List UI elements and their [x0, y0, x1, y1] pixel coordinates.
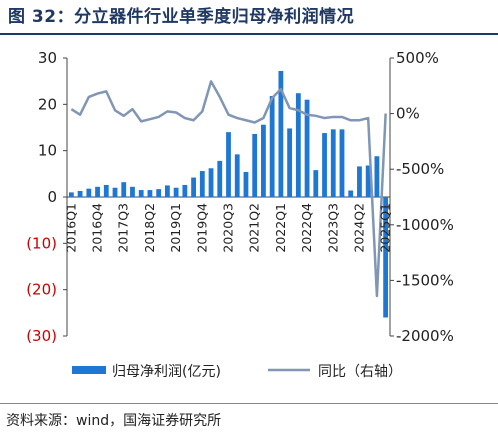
bar-2023Q1 [313, 170, 319, 197]
bar-2021Q2 [252, 133, 258, 197]
legend-bar-swatch [72, 366, 106, 374]
right-tick-label: -500% [396, 160, 444, 178]
x-tick-label: 2020Q3 [221, 203, 236, 253]
title-divider [0, 33, 498, 35]
bar-2019Q2 [182, 184, 188, 197]
bar-2019Q1 [173, 187, 179, 197]
bar-2023Q2 [322, 133, 327, 197]
bar-2022Q2 [287, 128, 293, 197]
bar-2020Q2 [217, 160, 223, 197]
x-tick-label: 2017Q3 [116, 203, 131, 253]
left-tick-label: 10 [38, 142, 57, 160]
bar-2018Q1 [138, 190, 144, 197]
bar-2024Q1 [348, 190, 354, 197]
footer-divider [0, 403, 498, 404]
right-tick-label: 0% [396, 105, 420, 123]
right-tick-label: -1500% [396, 271, 454, 289]
legend-line-label: 同比（右轴） [318, 364, 402, 380]
x-tick-label: 2019Q1 [168, 203, 183, 253]
bar-2017Q4 [130, 186, 135, 197]
legend-bar-label: 归母净利润(亿元) [112, 363, 221, 380]
right-tick-label: 500% [396, 49, 439, 67]
x-tick-label: 2019Q4 [194, 203, 209, 253]
bar-2022Q4 [304, 99, 310, 197]
legend: 归母净利润(亿元) 同比（右轴） [72, 363, 402, 380]
bar-2022Q1 [278, 70, 284, 197]
source-note: 资料来源：wind，国海证券研究所 [6, 413, 222, 429]
bar-2023Q3 [330, 129, 336, 197]
bar-2019Q4 [199, 171, 205, 197]
yoy-line [70, 80, 387, 298]
bar-2016Q4 [95, 186, 100, 197]
bar-2020Q1 [208, 168, 214, 197]
bar-2016Q2 [77, 190, 83, 197]
x-tick-label: 2016Q4 [90, 203, 105, 253]
bar-2023Q4 [339, 129, 345, 197]
bar-series [68, 70, 389, 318]
left-tick-label: 30 [38, 49, 57, 67]
bar-2025Q1 [383, 197, 389, 318]
chart-title: 图 32：分立器件行业单季度归母净利润情况 [8, 7, 355, 27]
bar-2017Q3 [121, 182, 127, 197]
bar-2018Q4 [164, 185, 170, 197]
left-tick-label: 0 [47, 188, 57, 206]
right-tick-label: -2000% [396, 327, 454, 345]
x-tick-label: 2022Q4 [299, 203, 314, 253]
left-tick-label: (20) [26, 281, 57, 299]
x-tick-label: 2023Q3 [325, 203, 340, 253]
left-axis-ticks: 30 20 10 0 (10) (20) (30) [26, 49, 67, 345]
bar-2019Q3 [191, 177, 196, 197]
x-axis-ticks: 2016Q1 2016Q4 2017Q3 2018Q2 2019Q1 2019Q4 2020… [63, 203, 392, 253]
chart: 30 20 10 0 (10) (20) (30) 500% 0% -500% -1000% -15… [26, 49, 454, 380]
x-tick-label: 2025Q1 [378, 203, 393, 253]
left-tick-label: 20 [38, 95, 57, 113]
bar-2024Q4 [374, 156, 380, 197]
line-series [70, 80, 387, 298]
right-axis-ticks: 500% 0% -500% -1000% -1500% -2000% [390, 49, 454, 345]
x-tick-label: 2021Q2 [247, 203, 262, 253]
bar-2022Q3 [295, 93, 301, 197]
x-tick-label: 2024Q2 [351, 203, 366, 253]
bar-2016Q1 [68, 192, 74, 197]
x-tick-label: 2022Q1 [273, 203, 288, 253]
bar-2018Q2 [147, 190, 153, 197]
bar-2020Q4 [234, 154, 240, 197]
left-tick-label: (30) [26, 327, 57, 345]
bar-2018Q3 [156, 189, 162, 197]
x-tick-label: 2016Q1 [63, 203, 78, 253]
bar-2021Q3 [261, 124, 266, 197]
bar-2024Q3 [365, 165, 371, 197]
bar-2017Q1 [103, 184, 109, 197]
bar-2024Q2 [357, 166, 362, 197]
bar-2021Q1 [243, 171, 249, 197]
bar-2020Q3 [226, 132, 231, 197]
bar-2016Q3 [86, 188, 92, 197]
x-tick-label: 2018Q2 [142, 203, 157, 253]
bar-2017Q2 [112, 187, 118, 197]
bar-2021Q4 [269, 95, 275, 197]
right-tick-label: -1000% [396, 216, 454, 234]
left-tick-label: (10) [26, 234, 57, 252]
